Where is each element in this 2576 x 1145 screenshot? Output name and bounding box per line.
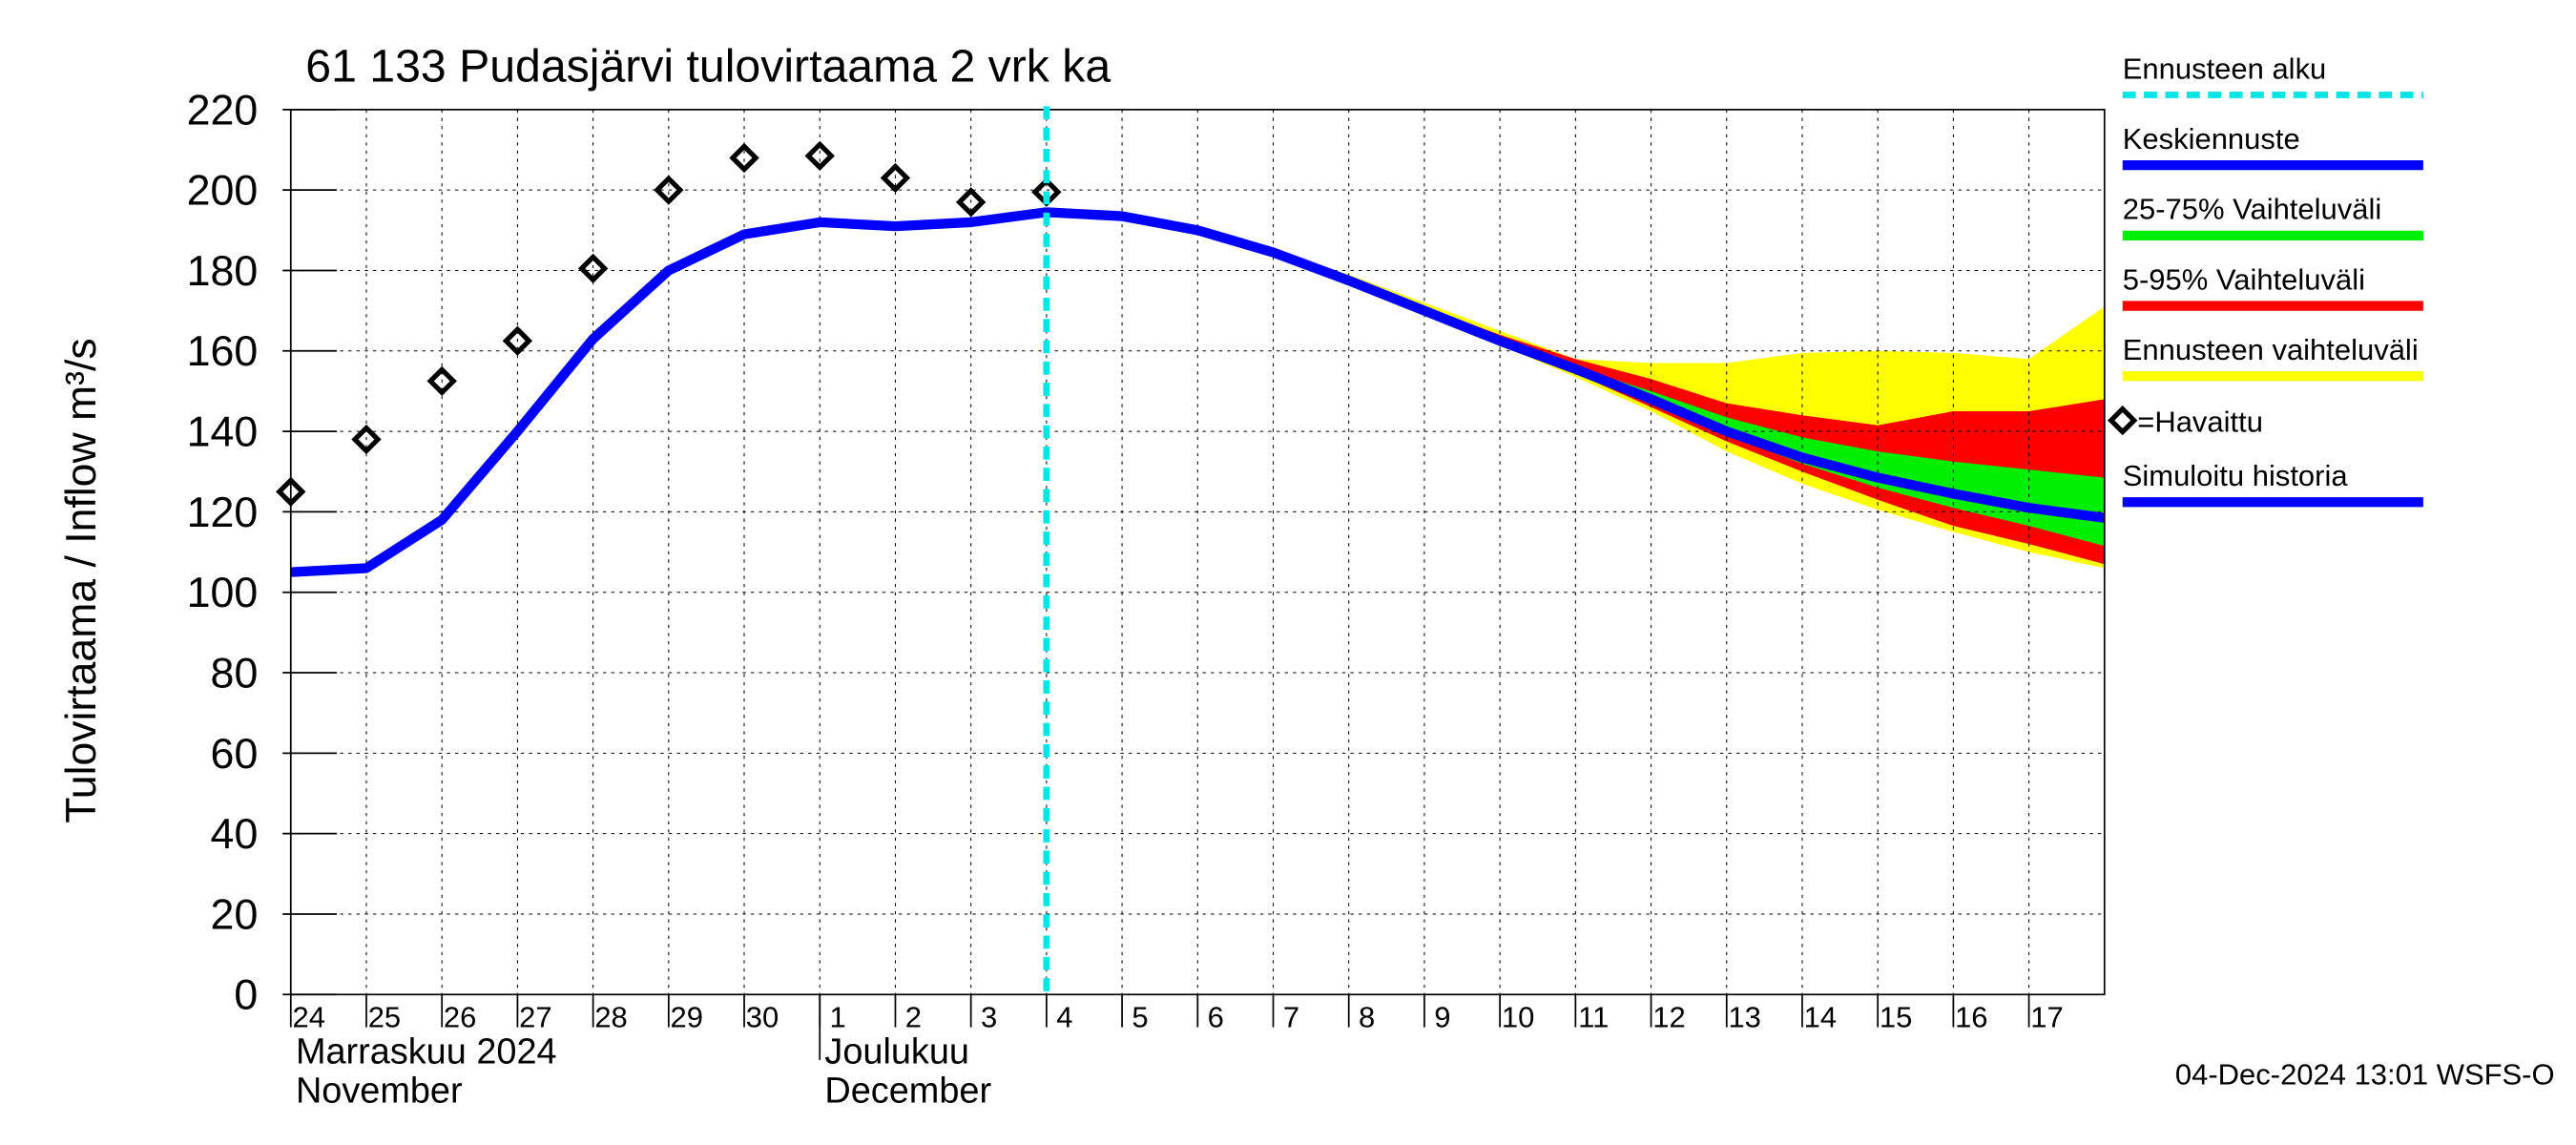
grid [290,109,2105,995]
chart-title: 61 133 Pudasjärvi tulovirtaama 2 vrk ka [305,41,1111,93]
x-tick-label: 4 [1056,1001,1072,1034]
y-tick-label: 0 [234,972,258,1019]
x-tick-label: 1 [830,1001,846,1034]
y-tick-label: 80 [211,651,259,697]
x-tick-label: 14 [1804,1001,1837,1034]
legend-label: =Havaittu [2137,406,2263,439]
y-axis-title: Tulovirtaama / Inflow m³/s [58,338,105,822]
y-tick-label: 120 [187,489,259,536]
x-tick-label: 26 [444,1001,476,1034]
observed-point [426,365,457,397]
legend-label: Keskiennuste [2123,122,2300,156]
observed-point [955,187,987,218]
y-tick-label: 20 [211,891,259,938]
month-label: November [296,1072,463,1112]
y-tick-label: 220 [187,87,259,134]
observed-point [502,325,533,356]
month-label: December [824,1072,991,1112]
series-line [1046,207,2106,523]
x-tick-label: 17 [2030,1001,2063,1034]
x-tick-label: 8 [1359,1001,1375,1034]
y-tick-label: 160 [187,328,259,375]
series-line [290,207,1048,577]
x-tick-label: 16 [1955,1001,1987,1034]
x-tick-label: 27 [519,1001,551,1034]
legend-label: Ennusteen alku [2123,52,2327,85]
month-label: Joulukuu [824,1031,969,1072]
x-tick-label: 30 [746,1001,779,1034]
footer: 04-Dec-2024 13:01 WSFS-O [2175,1058,2555,1092]
x-tick-label: 24 [292,1001,324,1034]
x-tick-label: 7 [1283,1001,1299,1034]
observed-point [654,175,684,205]
observed-point [276,476,306,507]
x-tick-label: 11 [1578,1001,1609,1034]
x-tick-label: 5 [1132,1001,1148,1034]
observed-point [729,142,759,174]
x-tick-label: 29 [671,1001,703,1034]
y-tick-label: 60 [211,731,259,778]
y-tick-label: 200 [187,168,259,215]
legend-label: Ennusteen vaihteluväli [2123,333,2419,366]
x-tick-label: 10 [1502,1001,1534,1034]
observed-point [804,140,835,171]
observed-point [577,253,609,284]
legend-label: Simuloitu historia [2123,459,2349,492]
y-tick-label: 180 [187,248,259,295]
x-tick-label: 12 [1652,1001,1685,1034]
lines [290,207,2106,577]
observed-point [880,162,911,194]
legend-label: 25-75% Vaihteluväli [2123,193,2381,226]
x-tick-label: 6 [1208,1001,1224,1034]
legend-label: 5-95% Vaihteluväli [2123,262,2365,296]
x-tick-label: 13 [1728,1001,1760,1034]
x-tick-label: 25 [368,1001,401,1034]
plot-frame [289,109,2106,996]
observed-point [351,424,382,455]
y-tick-label: 100 [187,570,259,616]
y-tick-label: 40 [211,811,259,858]
x-tick-label: 15 [1880,1001,1912,1034]
x-tick-label: 3 [981,1001,997,1034]
x-tick-label: 9 [1434,1001,1450,1034]
x-tick-label: 2 [905,1001,922,1034]
y-tick-label: 140 [187,409,259,456]
x-tick-label: 28 [594,1001,627,1034]
month-label: Marraskuu 2024 [296,1031,557,1072]
legend-marker [2108,405,2138,436]
